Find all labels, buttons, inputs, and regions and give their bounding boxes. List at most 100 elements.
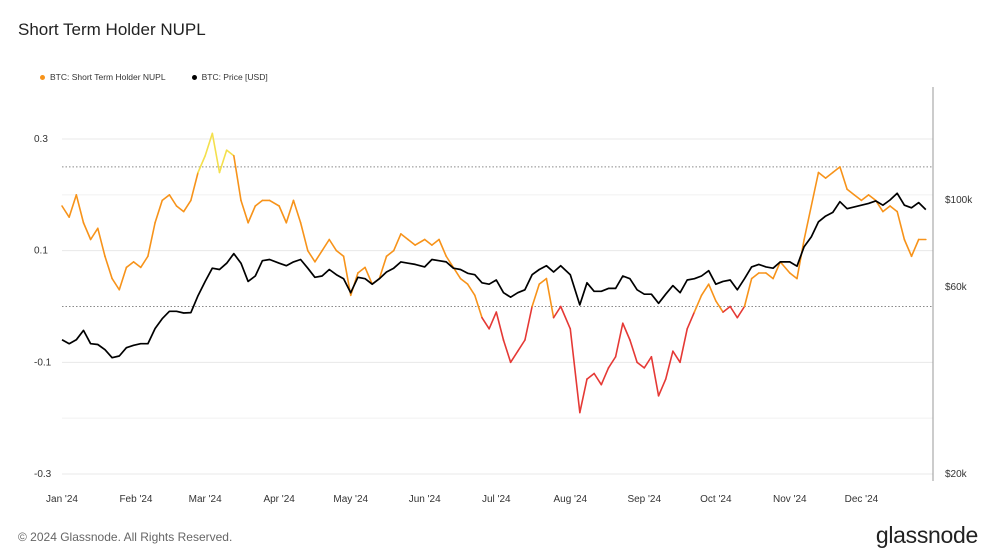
nupl-line-segment (860, 194, 870, 202)
nupl-line-segment (111, 277, 121, 291)
nupl-line-segment (853, 194, 863, 202)
nupl-line-segment (579, 378, 588, 414)
nupl-line-segment (400, 233, 409, 241)
nupl-line-segment (407, 238, 416, 246)
y-right-tick-label: $60k (945, 282, 968, 293)
y-left-tick-label: -0.3 (34, 469, 52, 480)
x-tick-label: Feb '24 (119, 494, 152, 505)
x-tick-label: Mar '24 (189, 494, 222, 505)
nupl-line-segment (910, 238, 920, 258)
x-tick-label: Sep '24 (627, 494, 661, 505)
nupl-line-segment (154, 199, 164, 224)
nupl-line-segment (125, 261, 135, 269)
nupl-line-segment (175, 205, 185, 213)
nupl-line-segment (803, 205, 813, 241)
nupl-line-segment (538, 277, 548, 285)
nupl-line-segment (824, 171, 834, 179)
nupl-line-segment (743, 277, 753, 308)
nupl-line-segment (147, 221, 156, 258)
nupl-line-segment (445, 255, 455, 269)
nupl-line-segment (715, 300, 724, 313)
nupl-line-segment (118, 266, 128, 291)
nupl-line-segment (364, 266, 374, 285)
glassnode-logo: glassnode (875, 522, 978, 548)
nupl-line-segment (765, 272, 774, 280)
nupl-line-segment (693, 294, 703, 313)
legend-dot-price (191, 74, 197, 80)
nupl-line-segment (810, 171, 820, 207)
nupl-line-segment (569, 328, 581, 414)
nupl-line-segment (707, 283, 717, 302)
nupl-line-segment (278, 205, 288, 224)
legend-dot-nupl (40, 74, 45, 80)
nupl-line-segment (82, 221, 92, 241)
nupl-line-segment (139, 255, 149, 269)
nupl-line-segment (636, 361, 646, 369)
nupl-line-segment (204, 132, 214, 157)
x-tick-label: Aug '24 (553, 494, 587, 505)
x-tick-label: May '24 (333, 494, 368, 505)
nupl-line-segment (161, 194, 171, 202)
nupl-line-segment (586, 372, 595, 380)
nupl-line-segment (700, 283, 710, 297)
nupl-line-segment (168, 194, 178, 207)
nupl-line-segment (531, 283, 541, 308)
nupl-line-segment (423, 238, 433, 246)
nupl-line-segment (89, 227, 99, 241)
y-left-tick-label: 0.1 (34, 246, 48, 257)
nupl-line-segment (61, 205, 70, 218)
nupl-line-segment (495, 311, 505, 341)
nupl-line-segment (466, 283, 476, 297)
nupl-line-segment (559, 305, 572, 330)
nupl-line-segment (614, 322, 624, 358)
nupl-line-segment (896, 210, 906, 241)
legend-item-nupl[interactable]: BTC: Short Term Holder NUPL (40, 72, 166, 82)
nupl-line-segment (104, 255, 113, 280)
nupl-line-segment (839, 166, 848, 191)
legend-label-nupl: BTC: Short Term Holder NUPL (50, 72, 166, 82)
nupl-line-segment (686, 311, 696, 330)
nupl-line-segment (321, 238, 331, 252)
nupl-line-segment (729, 305, 739, 319)
copyright-footer: © 2024 Glassnode. All Rights Reserved. (18, 530, 233, 544)
page-title: Short Term Holder NUPL (18, 20, 206, 39)
nupl-line-segment (459, 277, 469, 285)
nupl-line-segment (524, 305, 533, 341)
nupl-line-segment (306, 249, 316, 263)
legend-item-price[interactable]: BTC: Price [USD] (191, 72, 268, 82)
y-right-tick-label: $100k (945, 195, 973, 206)
nupl-line-segment (607, 355, 617, 369)
nupl-line-segment (197, 154, 206, 174)
nupl-line-segment (292, 199, 302, 224)
nupl-line-segment (552, 305, 562, 319)
nupl-line-segment (285, 199, 295, 224)
nupl-line-segment (225, 149, 235, 157)
nupl-line-segment (211, 132, 221, 174)
nupl-line-segment (903, 238, 913, 258)
nupl-line-segment (650, 355, 660, 397)
nupl-line-segment (516, 339, 526, 352)
nupl-line-segment (233, 154, 242, 202)
nupl-line-segment (722, 305, 731, 313)
y-left-tick-label: 0.3 (34, 134, 48, 145)
legend-label-price: BTC: Price [USD] (201, 72, 268, 82)
nupl-line-segment (600, 367, 610, 386)
nupl-line-segment (357, 266, 366, 274)
x-tick-label: Apr '24 (263, 494, 295, 505)
x-tick-label: Nov '24 (773, 494, 807, 505)
nupl-line-segment (182, 199, 192, 213)
nupl-line-segment (335, 249, 345, 258)
nupl-line-segment (299, 221, 309, 252)
nupl-line-segment (438, 238, 447, 258)
x-tick-label: Jul '24 (482, 494, 511, 505)
nupl-line-segment (593, 372, 603, 386)
nupl-line-segment (750, 272, 760, 280)
nupl-line-segment (392, 233, 402, 252)
nupl-line-segment (190, 171, 199, 202)
nupl-line-segment (96, 227, 106, 258)
nupl-line-segment (68, 194, 78, 218)
x-tick-label: Jun '24 (409, 494, 441, 505)
y-right-tick-label: $20k (945, 469, 968, 480)
nupl-line-segment (772, 261, 782, 280)
nupl-line-segment (481, 316, 490, 330)
